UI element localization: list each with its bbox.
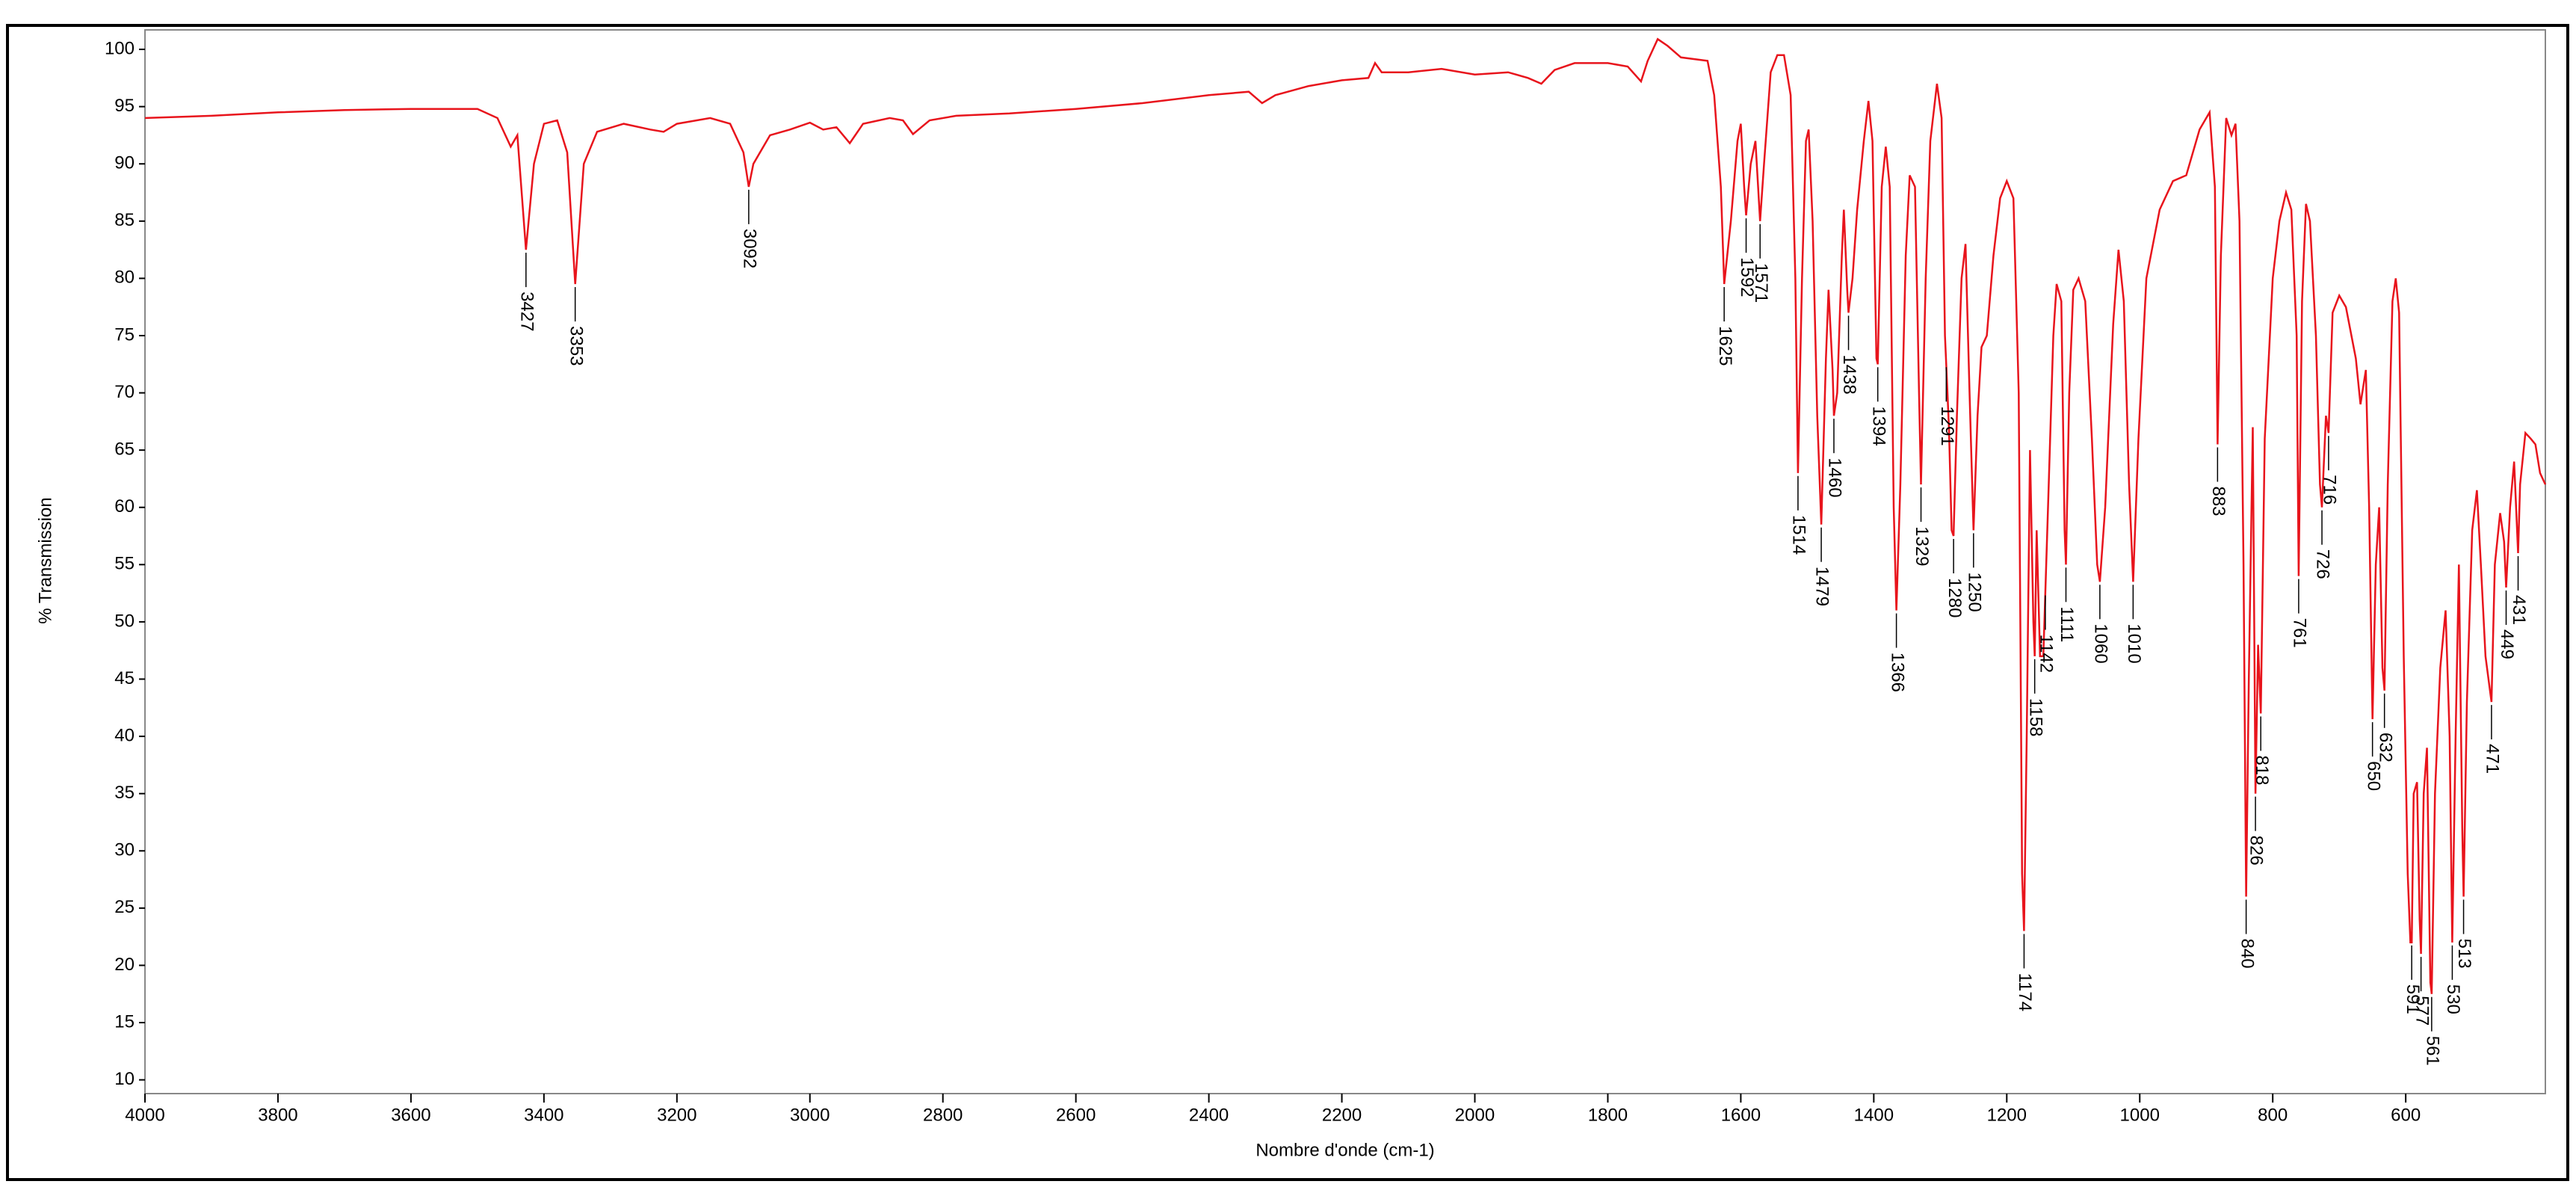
peak-label: 1366 bbox=[1887, 653, 1907, 692]
peak-label: 1592 bbox=[1737, 257, 1757, 297]
x-tick-label: 2400 bbox=[1189, 1105, 1229, 1125]
peak-label: 1158 bbox=[2025, 698, 2045, 737]
y-tick-label: 35 bbox=[114, 783, 135, 803]
y-tick-label: 40 bbox=[114, 725, 135, 745]
peak-label: 1571 bbox=[1751, 263, 1771, 303]
x-tick-label: 2800 bbox=[923, 1105, 963, 1125]
peak-label: 1625 bbox=[1715, 326, 1735, 366]
x-tick-label: 2000 bbox=[1455, 1105, 1495, 1125]
peak-label: 1280 bbox=[1945, 578, 1965, 617]
peak-label: 449 bbox=[2497, 629, 2517, 659]
peak-label: 591 bbox=[2403, 984, 2423, 1014]
x-tick-label: 2200 bbox=[1322, 1105, 1362, 1125]
peak-label: 530 bbox=[2443, 984, 2463, 1014]
y-tick-label: 80 bbox=[114, 268, 135, 288]
y-tick-label: 50 bbox=[114, 611, 135, 631]
peak-label: 1329 bbox=[1912, 526, 1932, 566]
peak-label: 561 bbox=[2423, 1036, 2443, 1066]
peak-label: 1111 bbox=[2057, 606, 2077, 642]
x-tick-label: 3200 bbox=[657, 1105, 696, 1125]
peak-label: 1460 bbox=[1825, 457, 1845, 497]
peak-label: 471 bbox=[2483, 744, 2503, 774]
x-tick-label: 600 bbox=[2391, 1105, 2421, 1125]
x-tick-label: 3000 bbox=[790, 1105, 830, 1125]
y-axis-label: % Transmission bbox=[35, 497, 55, 623]
x-tick-label: 1000 bbox=[2120, 1105, 2160, 1125]
peak-label: 761 bbox=[2290, 618, 2310, 648]
peak-label: 818 bbox=[2252, 755, 2272, 785]
x-tick-label: 3800 bbox=[258, 1105, 297, 1125]
x-tick-label: 3400 bbox=[524, 1105, 563, 1125]
peak-label: 716 bbox=[2320, 475, 2340, 505]
peak-label: 1394 bbox=[1868, 406, 1888, 446]
peak-label: 513 bbox=[2454, 939, 2474, 969]
x-tick-label: 2600 bbox=[1056, 1105, 1096, 1125]
x-tick-label: 1400 bbox=[1854, 1105, 1894, 1125]
y-tick-label: 85 bbox=[114, 210, 135, 230]
peak-label: 1514 bbox=[1789, 515, 1809, 555]
x-tick-label: 1200 bbox=[1987, 1105, 2027, 1125]
peak-label: 1479 bbox=[1812, 567, 1832, 606]
x-tick-label: 1800 bbox=[1588, 1105, 1628, 1125]
y-tick-label: 65 bbox=[114, 439, 135, 459]
peak-label: 1174 bbox=[2015, 972, 2035, 1011]
y-tick-label: 55 bbox=[114, 554, 135, 574]
peak-label: 826 bbox=[2246, 836, 2267, 866]
y-tick-label: 15 bbox=[114, 1011, 135, 1032]
peak-label: 1438 bbox=[1839, 354, 1859, 394]
y-tick-label: 45 bbox=[114, 668, 135, 688]
x-tick-label: 800 bbox=[2258, 1105, 2288, 1125]
y-tick-label: 90 bbox=[114, 153, 135, 173]
plot-area bbox=[144, 29, 2546, 1094]
y-tick-label: 70 bbox=[114, 382, 135, 402]
peak-label: 3092 bbox=[740, 229, 760, 268]
y-tick-label: 10 bbox=[114, 1069, 135, 1089]
y-tick-label: 100 bbox=[105, 38, 135, 58]
x-tick-label: 3600 bbox=[391, 1105, 430, 1125]
peak-label: 577 bbox=[2412, 996, 2432, 1026]
frame bbox=[6, 24, 2569, 1181]
y-tick-label: 20 bbox=[114, 955, 135, 975]
peak-label: 1010 bbox=[2124, 623, 2144, 663]
y-tick-label: 75 bbox=[114, 324, 135, 345]
peak-label: 431 bbox=[2509, 595, 2529, 625]
peak-label: 3427 bbox=[516, 292, 537, 331]
y-tick-label: 60 bbox=[114, 496, 135, 517]
peak-label: 632 bbox=[2375, 733, 2395, 762]
peak-label: 726 bbox=[2313, 549, 2333, 579]
peak-label: 1060 bbox=[2091, 623, 2111, 663]
x-tick-label: 1600 bbox=[1721, 1105, 1761, 1125]
y-tick-label: 95 bbox=[114, 96, 135, 116]
peak-label: 3353 bbox=[566, 326, 586, 366]
y-tick-label: 30 bbox=[114, 840, 135, 860]
peak-label: 650 bbox=[2363, 761, 2383, 791]
peak-label: 883 bbox=[2208, 486, 2228, 516]
x-axis-label: Nombre d'onde (cm-1) bbox=[1255, 1140, 1434, 1160]
y-tick-label: 25 bbox=[114, 897, 135, 917]
x-tick-label: 4000 bbox=[125, 1105, 164, 1125]
peak-label: 1250 bbox=[1964, 572, 1984, 611]
spectrum-line bbox=[144, 37, 2547, 994]
peak-label: 840 bbox=[2237, 939, 2257, 969]
peak-label: 1142 bbox=[2036, 635, 2057, 673]
peak-label: 1291 bbox=[1937, 406, 1957, 446]
